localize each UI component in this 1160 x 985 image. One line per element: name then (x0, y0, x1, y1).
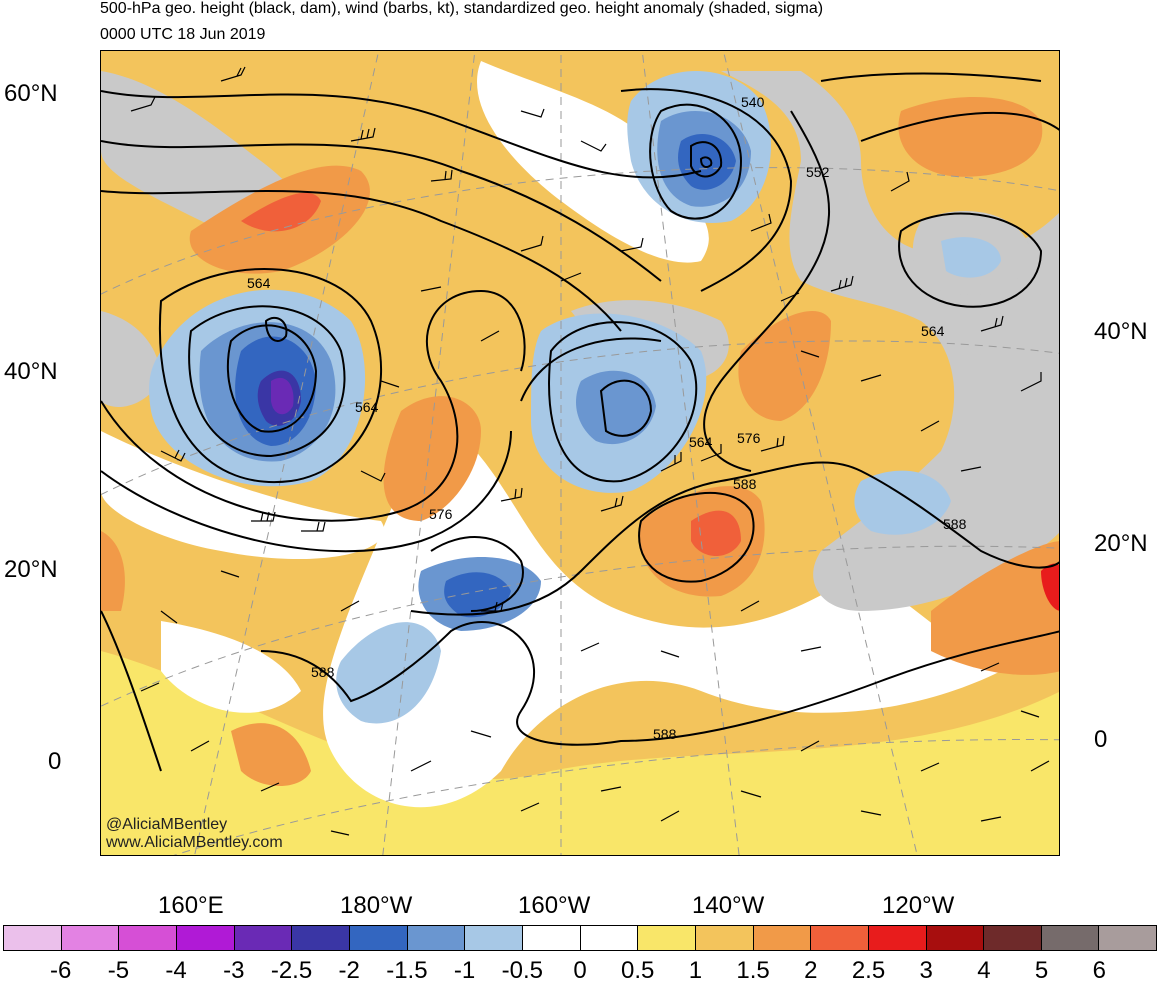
lat-label-60n: 60°N (4, 80, 58, 107)
contour-label: 588 (311, 664, 335, 680)
anomaly-positive-west-canada (738, 311, 831, 421)
lon-label-180w: 180°W (340, 892, 413, 919)
chart-title: 500-hPa geo. height (black, dam), wind (… (100, 0, 824, 17)
colorbar-swatch (176, 926, 235, 950)
contour-label: 588 (733, 476, 757, 492)
colorbar-tick-label: -5 (107, 957, 130, 984)
credit-website: www.AliciaMBentley.com (106, 834, 283, 851)
colorbar (3, 925, 1157, 951)
lon-label-120w: 120°W (882, 892, 955, 919)
lon-label-160e: 160°E (158, 892, 224, 919)
contour-label: 552 (806, 164, 830, 180)
anomaly-max-ne-asia (241, 192, 321, 232)
anomaly-negative-goa-core (576, 370, 656, 445)
contour-label: 564 (247, 275, 271, 291)
colorbar-tick-label: 1.5 (736, 957, 770, 984)
colorbar-swatch (868, 926, 927, 950)
lat-label-20n-right: 20°N (1094, 530, 1148, 557)
lat-label-eq: 0 (48, 748, 62, 775)
colorbar-tick-label: -2 (338, 957, 360, 984)
lon-label-160w: 160°W (518, 892, 591, 919)
contour-label: 564 (921, 323, 945, 339)
anomaly-positive-west-pacific (231, 723, 311, 786)
anomaly-neutral-west (101, 431, 385, 560)
contour-label: 564 (355, 399, 379, 415)
credit-handle: @AliciaMBentley (106, 816, 228, 833)
colorbar-swatch (638, 926, 696, 950)
anomaly-max-ne-pacific (691, 510, 741, 556)
anomaly-tropics-yellow (101, 651, 1059, 855)
colorbar-tick-label: -6 (50, 957, 72, 984)
contour-label: 576 (429, 506, 453, 522)
colorbar-tick-label: 6 (1092, 957, 1106, 984)
colorbar-swatch (292, 926, 350, 950)
contour-label: 588 (943, 516, 967, 532)
colorbar-swatch (465, 926, 523, 950)
chart-timestamp: 0000 UTC 18 Jun 2019 (100, 26, 266, 43)
anomaly-negative-alaska-core (678, 133, 736, 190)
colorbar-tick-label: -1 (453, 957, 476, 984)
colorbar-swatch (984, 926, 1042, 950)
height-contours (101, 72, 1059, 772)
colorbar-tick-label: -2.5 (270, 957, 313, 984)
lat-label-40n: 40°N (4, 358, 58, 385)
colorbar-swatch (4, 926, 62, 950)
lat-label-20n: 20°N (4, 556, 58, 583)
colorbar-swatch (1099, 926, 1157, 950)
colorbar-swatch (349, 926, 408, 950)
colorbar-swatch (234, 926, 293, 950)
contour-label: 564 (689, 434, 713, 450)
anomaly-neutral-north (477, 61, 709, 263)
colorbar-swatch (407, 926, 466, 950)
colorbar-tick-label: -0.5 (501, 957, 543, 984)
colorbar-tick-label: 0 (573, 957, 587, 984)
land-north-america (721, 71, 1059, 611)
contour-label: 540 (741, 94, 765, 110)
colorbar-tick-label: 2.5 (851, 957, 886, 984)
anomaly-neutral-central (323, 411, 1001, 808)
colorbar-tick-label: 1 (688, 957, 703, 984)
colorbar-tick-label: 5 (1034, 957, 1049, 984)
colorbar-swatch (695, 926, 754, 950)
colorbar-tick-label: 2 (804, 957, 818, 984)
colorbar-tick-label: -4 (165, 957, 187, 984)
contour-label: 588 (653, 726, 677, 742)
colorbar-tick-label: -1.5 (386, 957, 428, 984)
land-japan (101, 311, 161, 407)
anomaly-positive-labrador (898, 97, 1043, 177)
colorbar-swatch (1041, 926, 1100, 950)
contour-labels: 540 552 564 564 564 564 576 576 588 588 … (247, 94, 967, 742)
lon-label-140w: 140°W (692, 892, 765, 919)
colorbar-swatch (926, 926, 985, 950)
map-panel: 540 552 564 564 564 564 576 576 588 588 … (100, 50, 1060, 856)
colorbar-swatch (61, 926, 120, 950)
colorbar-swatch (753, 926, 812, 950)
map-canvas: 540 552 564 564 564 564 576 576 588 588 … (101, 51, 1059, 855)
contour-label: 576 (737, 430, 761, 446)
anomaly-negative-central-south (336, 622, 441, 724)
lat-label-40n-right: 40°N (1094, 318, 1148, 345)
colorbar-swatch (119, 926, 177, 950)
colorbar-tick-label: -3 (223, 957, 245, 984)
anomaly-positive-west-edge (101, 531, 125, 611)
anomaly-max-mexico (1041, 563, 1059, 611)
colorbar-tick-label: 4 (977, 957, 991, 984)
anomaly-min-kamchatka (271, 377, 294, 415)
colorbar-tick-label: 3 (919, 957, 933, 984)
wind-barbs (130, 66, 1050, 836)
anomaly-neutral-sw (161, 621, 301, 713)
graticule (101, 51, 1059, 855)
anomaly-negative-hudson (941, 237, 1001, 278)
lat-label-eq-right: 0 (1094, 726, 1108, 753)
colorbar-swatch (580, 926, 639, 950)
anomaly-negative-subtropical-core (444, 572, 511, 618)
colorbar-swatch (811, 926, 869, 950)
colorbar-swatch (522, 926, 581, 950)
anomaly-positive-mexico (931, 541, 1059, 675)
anomaly-negative-us (854, 470, 951, 535)
colorbar-tick-label: 0.5 (621, 957, 655, 984)
